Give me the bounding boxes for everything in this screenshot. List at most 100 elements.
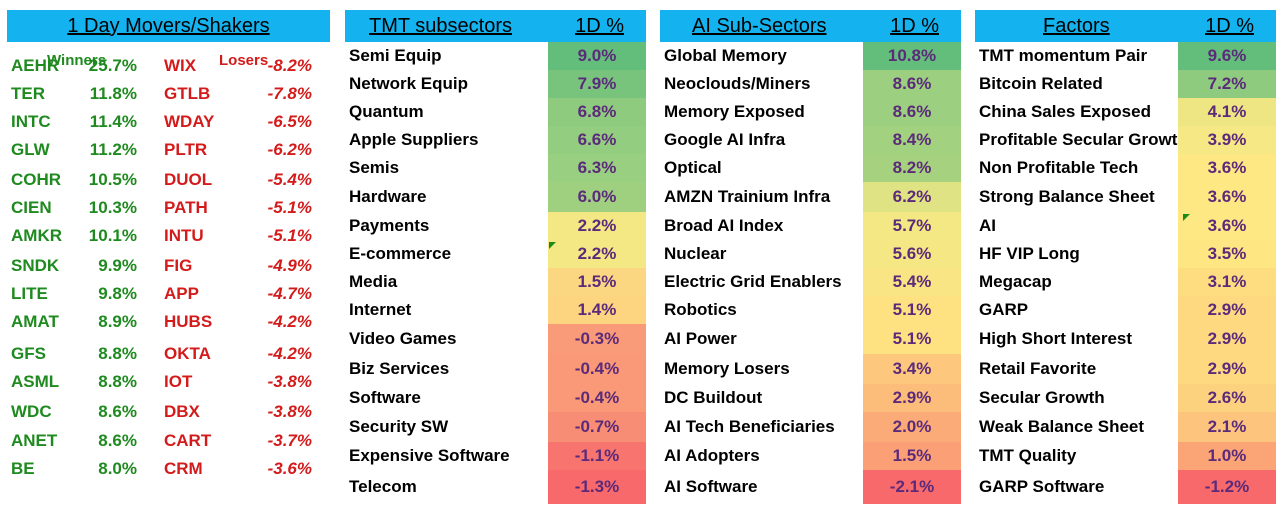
table-row: Retail Favorite 2.9% <box>975 354 1276 384</box>
row-value: 9.6% <box>1178 42 1276 70</box>
winner-ticker: GLW <box>11 140 50 159</box>
table-row: Video Games -0.3% <box>345 324 646 354</box>
row-label: AI Adopters <box>664 446 760 465</box>
row-value: -1.1% <box>548 442 646 470</box>
loser-pct: -3.7% <box>267 431 312 450</box>
row-label: Electric Grid Enablers <box>664 272 842 291</box>
factors-col-label: 1D % <box>1205 14 1254 37</box>
row-value: 8.6% <box>863 70 961 98</box>
movers-header: 1 Day Movers/Shakers <box>7 10 330 42</box>
table-row: Google AI Infra 8.4% <box>660 126 961 154</box>
loser-pct: -5.4% <box>267 170 312 189</box>
winners-label: Winners <box>47 52 107 69</box>
table-row: E-commerce 2.2% <box>345 240 646 268</box>
winner-pct: 10.1% <box>88 226 137 245</box>
winner-ticker: ASML <box>11 372 60 391</box>
row-value: 2.9% <box>1178 354 1276 384</box>
row-label: AI Power <box>664 329 737 348</box>
movers-panel: 1 Day Movers/Shakers Winners Losers AEHR… <box>7 10 330 504</box>
ai-header: AI Sub-Sectors 1D % <box>660 10 961 42</box>
row-label: Strong Balance Sheet <box>979 187 1155 206</box>
winner-pct: 8.6% <box>98 402 137 421</box>
row-label: Robotics <box>664 300 737 319</box>
row-label: Hardware <box>349 187 427 206</box>
table-row: Nuclear 5.6% <box>660 240 961 268</box>
table-row: Quantum 6.8% <box>345 98 646 126</box>
table-row: Memory Exposed 8.6% <box>660 98 961 126</box>
winner-pct: 11.4% <box>89 112 137 131</box>
factors-panel: Factors 1D % TMT momentum Pair 9.6% Bitcoi… <box>975 10 1276 504</box>
row-value: 1.0% <box>1178 442 1276 470</box>
table-row: China Sales Exposed 4.1% <box>975 98 1276 126</box>
winner-ticker: ANET <box>11 431 58 450</box>
loser-ticker: INTU <box>164 226 204 245</box>
table-row: AI Tech Beneficiaries 2.0% <box>660 412 961 442</box>
winner-pct: 8.8% <box>98 372 137 391</box>
row-label: DC Buildout <box>664 388 763 407</box>
table-row: AI 3.6% <box>975 212 1276 240</box>
comment-marker-icon <box>1183 214 1190 221</box>
winner-pct: 9.8% <box>98 284 137 303</box>
table-row: High Short Interest 2.9% <box>975 324 1276 354</box>
row-value: 5.1% <box>863 296 961 324</box>
row-value: 2.9% <box>863 384 961 412</box>
table-row: Semi Equip 9.0% <box>345 42 646 70</box>
row-label: China Sales Exposed <box>979 102 1151 121</box>
row-label: AI Software <box>664 477 758 496</box>
loser-pct: -4.9% <box>267 256 312 275</box>
loser-ticker: DBX <box>164 402 200 421</box>
loser-pct: -6.5% <box>267 112 312 131</box>
row-label: Megacap <box>979 272 1052 291</box>
row-value: 10.8% <box>863 42 961 70</box>
row-label: Telecom <box>349 477 417 496</box>
row-label: Semis <box>349 158 400 177</box>
winner-ticker: AMKR <box>11 226 62 245</box>
row-value: 8.2% <box>863 154 961 182</box>
table-row: Expensive Software -1.1% <box>345 442 646 470</box>
row-value: -2.1% <box>863 470 961 504</box>
tmt-header: TMT subsectors 1D % <box>345 10 646 42</box>
row-value: 4.1% <box>1178 98 1276 126</box>
row-value: 1.5% <box>863 442 961 470</box>
winner-ticker: AEHR <box>11 56 60 75</box>
row-label: Biz Services <box>349 359 450 378</box>
row-label: Memory Exposed <box>664 102 805 121</box>
loser-ticker: FIG <box>164 256 193 275</box>
table-row: Electric Grid Enablers 5.4% <box>660 268 961 296</box>
table-row: Media 1.5% <box>345 268 646 296</box>
row-label: Memory Losers <box>664 359 790 378</box>
row-value: 6.0% <box>548 182 646 212</box>
table-row: Payments 2.2% <box>345 212 646 240</box>
table-row: Biz Services -0.4% <box>345 354 646 384</box>
row-value: 7.9% <box>548 70 646 98</box>
winner-ticker: WDC <box>11 402 52 421</box>
table-row: Secular Growth 2.6% <box>975 384 1276 412</box>
table-row: AI Adopters 1.5% <box>660 442 961 470</box>
ai-title: AI Sub-Sectors <box>692 14 827 37</box>
row-label: Neoclouds/Miners <box>664 74 811 93</box>
row-label: Media <box>349 272 398 291</box>
row-label: Weak Balance Sheet <box>979 417 1145 436</box>
table-row: Telecom -1.3% <box>345 470 646 504</box>
ai-panel: AI Sub-Sectors 1D % Global Memory 10.8% Ne… <box>660 10 961 504</box>
table-row: Security SW -0.7% <box>345 412 646 442</box>
row-label: E-commerce <box>349 244 452 263</box>
row-label: Broad AI Index <box>664 216 784 235</box>
losers-label: Losers <box>219 52 269 69</box>
loser-ticker: DUOL <box>164 170 213 189</box>
row-label: Video Games <box>349 329 457 348</box>
row-value: 1.5% <box>548 268 646 296</box>
loser-pct: -7.8% <box>267 84 312 103</box>
row-value: -0.4% <box>548 354 646 384</box>
row-value: 2.6% <box>1178 384 1276 412</box>
table-row: Bitcoin Related 7.2% <box>975 70 1276 98</box>
row-label: Global Memory <box>664 46 787 65</box>
row-value: 3.4% <box>863 354 961 384</box>
row-label: Apple Suppliers <box>349 130 479 149</box>
table-row: AI Software -2.1% <box>660 470 961 504</box>
table-row: AMZN Trainium Infra 6.2% <box>660 182 961 212</box>
loser-pct: -3.8% <box>267 372 312 391</box>
row-value: 2.0% <box>863 412 961 442</box>
row-value: 5.6% <box>863 240 961 268</box>
loser-ticker: CRM <box>164 459 203 478</box>
